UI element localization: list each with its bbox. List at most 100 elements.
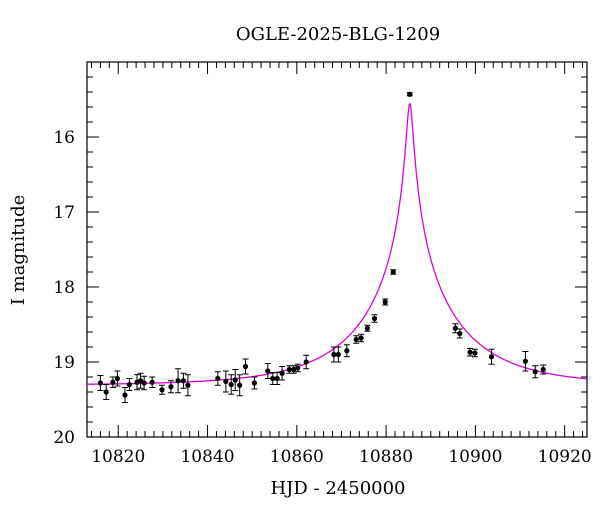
point-marker xyxy=(270,375,276,382)
x-tick-label: 10840 xyxy=(180,447,234,467)
data-point xyxy=(488,348,495,365)
data-point xyxy=(109,376,116,388)
y-tick-label: 16 xyxy=(53,128,75,148)
data-point xyxy=(141,375,148,391)
plot-frame xyxy=(86,61,588,438)
data-point xyxy=(175,368,182,394)
point-marker xyxy=(232,377,238,383)
data-point xyxy=(406,91,413,97)
data-point xyxy=(167,380,174,394)
point-marker xyxy=(185,382,191,388)
data-point xyxy=(103,384,110,400)
data-point xyxy=(358,333,365,343)
data-point xyxy=(467,348,474,357)
point-marker xyxy=(279,370,285,376)
point-marker xyxy=(344,348,350,354)
point-marker xyxy=(175,378,181,384)
data-point xyxy=(97,375,104,391)
point-marker xyxy=(265,368,271,374)
data-point xyxy=(149,376,156,388)
point-marker xyxy=(452,325,458,331)
y-ticks: 16 17 18 19 20 xyxy=(53,61,587,448)
data-point xyxy=(222,370,229,393)
point-marker xyxy=(540,366,546,373)
data-point xyxy=(180,372,187,389)
x-tick-label: 10900 xyxy=(448,447,502,467)
data-point xyxy=(452,323,459,334)
point-marker xyxy=(291,366,297,373)
point-marker xyxy=(223,378,229,385)
point-marker xyxy=(159,387,165,393)
data-point xyxy=(353,335,360,344)
point-marker xyxy=(242,363,249,370)
y-tick-label: 20 xyxy=(53,428,75,448)
point-marker xyxy=(382,299,388,305)
point-marker xyxy=(303,359,309,365)
data-point xyxy=(232,369,239,391)
y-axis-label: I magnitude xyxy=(8,195,29,306)
data-point xyxy=(286,365,293,374)
point-marker xyxy=(251,380,258,386)
data-point xyxy=(382,298,389,306)
point-marker xyxy=(228,381,234,388)
chart-title: OGLE-2025-BLG-1209 xyxy=(236,24,440,45)
point-marker xyxy=(168,384,174,390)
point-marker xyxy=(126,381,133,388)
x-ticks: 10820 10840 10860 10880 10900 10920 xyxy=(90,62,592,467)
point-marker xyxy=(457,330,463,337)
data-point xyxy=(184,374,191,397)
point-marker xyxy=(97,380,103,386)
point-marker xyxy=(472,350,478,356)
data-point xyxy=(264,363,271,379)
data-point xyxy=(114,370,121,387)
data-point xyxy=(540,364,547,375)
data-point xyxy=(228,374,235,395)
point-marker xyxy=(274,375,280,382)
data-point xyxy=(456,328,463,339)
data-point xyxy=(364,324,371,332)
data-point xyxy=(274,372,281,385)
point-marker xyxy=(103,389,109,395)
data-point xyxy=(137,372,144,389)
point-marker xyxy=(390,269,396,275)
x-axis-label: HJD - 2450000 xyxy=(270,478,405,499)
point-marker xyxy=(467,349,473,355)
x-tick-label: 10920 xyxy=(538,447,592,467)
data-point xyxy=(251,376,258,390)
data-points xyxy=(97,91,547,403)
point-marker xyxy=(331,351,337,358)
point-marker xyxy=(122,392,128,398)
data-point xyxy=(390,269,397,275)
x-tick-label: 10880 xyxy=(359,447,413,467)
point-marker xyxy=(335,351,341,358)
point-marker xyxy=(149,379,155,385)
point-marker xyxy=(488,354,495,360)
data-point xyxy=(471,348,478,358)
data-point xyxy=(303,354,310,370)
point-marker xyxy=(110,379,116,385)
y-tick-label: 17 xyxy=(53,203,75,223)
data-point xyxy=(343,344,350,358)
point-marker xyxy=(286,366,292,373)
x-tick-label: 10860 xyxy=(270,447,324,467)
point-marker xyxy=(141,380,147,386)
data-point xyxy=(126,378,133,391)
data-point xyxy=(371,314,378,323)
point-marker xyxy=(364,325,370,331)
x-tick-label: 10820 xyxy=(91,447,145,467)
data-point xyxy=(236,374,243,397)
data-point xyxy=(294,363,301,373)
point-marker xyxy=(522,358,528,364)
data-point xyxy=(279,366,286,381)
point-marker xyxy=(180,378,187,384)
point-marker xyxy=(215,375,221,382)
point-marker xyxy=(237,382,243,388)
data-point xyxy=(242,358,249,375)
data-point xyxy=(214,371,221,386)
model-curve xyxy=(87,102,588,385)
data-point xyxy=(522,351,529,372)
point-marker xyxy=(407,91,413,97)
data-point xyxy=(290,365,297,374)
point-marker xyxy=(371,315,378,322)
